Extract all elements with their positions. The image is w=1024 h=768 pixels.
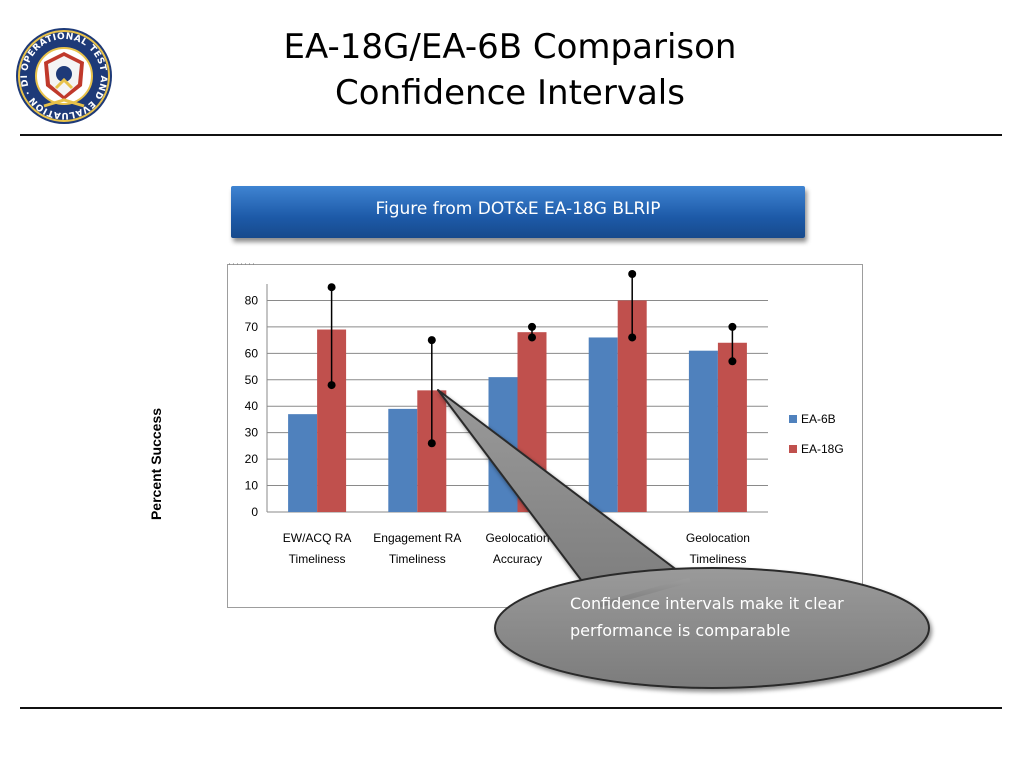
y-tick-label: 70 [245, 320, 259, 334]
ci-upper-marker [327, 283, 336, 292]
bottom-divider [20, 707, 1002, 709]
y-tick-label: 50 [245, 373, 259, 387]
ci-upper-marker [628, 270, 637, 278]
x-tick-label: Geolocation [485, 531, 549, 545]
legend-label: EA-18G [801, 442, 844, 456]
y-tick-label: 0 [251, 505, 258, 519]
x-tick-label: EW/ACQ RA [283, 531, 352, 545]
ci-upper-marker [528, 322, 536, 331]
y-tick-label: 30 [245, 426, 259, 440]
dote-seal-icon: OPERATIONAL TEST AND EVALUATION · DIRECT… [14, 26, 112, 124]
figure-source-banner: Figure from DOT&E EA-18G BLRIP [231, 186, 805, 238]
bar-ea6b [688, 350, 718, 512]
bar-ea6b [388, 408, 418, 512]
callout-text: Confidence intervals make it clear perfo… [570, 594, 844, 640]
bar-ea6b [288, 414, 318, 512]
y-tick-label: 80 [245, 293, 259, 307]
callout-ellipse [494, 567, 930, 689]
bar-ea6b [588, 337, 618, 512]
y-tick-label: 20 [245, 452, 259, 466]
ci-lower-marker [327, 381, 336, 390]
legend-swatch [789, 445, 797, 453]
x-tick-label: Geolocation [686, 531, 750, 545]
y-tick-label: 10 [245, 479, 259, 493]
ci-lower-marker [427, 439, 436, 448]
ci-lower-marker [628, 333, 637, 342]
ci-upper-marker [728, 322, 737, 331]
legend-swatch [789, 415, 797, 423]
title-line-1: EA-18G/EA-6B Comparison [283, 27, 737, 67]
bar-ea18g [717, 342, 747, 512]
y-tick-label: 40 [245, 399, 259, 413]
x-tick-label: Timeliness [389, 552, 446, 566]
title-line-2: Confidence Intervals [335, 73, 685, 113]
top-divider [20, 134, 1002, 136]
x-tick-label: Timeliness [689, 552, 746, 566]
x-tick-label: Accuracy [493, 552, 542, 566]
ci-lower-marker [528, 333, 536, 342]
x-tick-label: Timeliness [289, 552, 346, 566]
legend-label: EA-6B [801, 412, 836, 426]
ci-lower-marker [728, 357, 737, 366]
y-tick-label: 60 [245, 346, 259, 360]
slide-title: EA-18G/EA-6B Comparison Confidence Inter… [160, 24, 860, 116]
x-tick-label: Engagement RA [373, 531, 461, 545]
ci-upper-marker [427, 336, 436, 345]
